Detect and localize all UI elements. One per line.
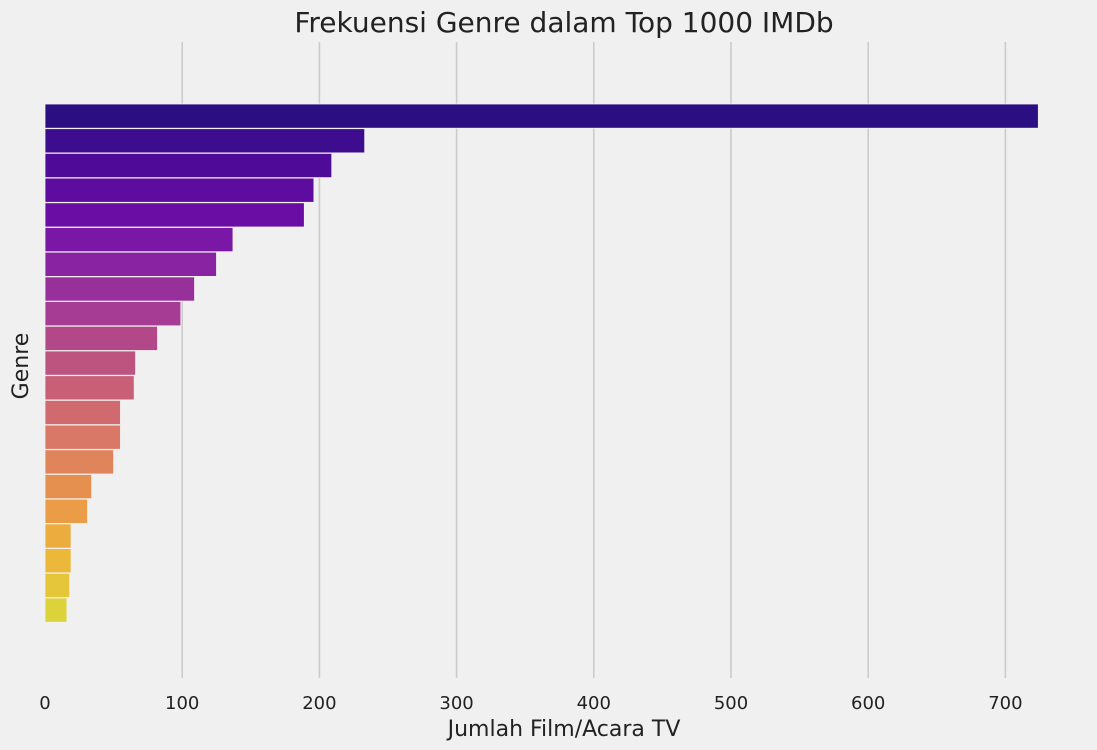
x-tick-label: 200 [302,693,336,714]
bar [44,548,72,574]
bar [44,523,72,549]
x-tick-label: 0 [39,693,50,714]
bar [44,399,121,425]
bar [44,128,366,154]
bar [44,474,93,500]
bar [44,449,114,475]
bar [44,276,195,302]
x-tick-label: 300 [439,693,473,714]
bar [44,152,333,178]
chart-title: Frekuensi Genre dalam Top 1000 IMDb [294,6,833,39]
bar [44,251,217,277]
bar [44,498,88,524]
bar [44,103,1039,129]
bar [44,597,68,623]
bar [44,202,305,228]
bar [44,325,158,351]
x-ticks: 0 100 200 300 400 500 600 700 [39,693,1022,714]
bar [44,350,136,376]
bar [44,227,234,253]
bar [44,375,135,401]
x-tick-label: 600 [851,693,885,714]
bar [44,424,121,450]
x-tick-label: 500 [714,693,748,714]
bars [44,103,1039,623]
bar [44,177,315,203]
bar [44,301,182,327]
y-axis-label: Genre [9,333,34,400]
x-axis-label: Jumlah Film/Acara TV [446,717,681,742]
bar [44,572,71,598]
x-tick-label: 100 [165,693,199,714]
x-tick-label: 400 [577,693,611,714]
x-tick-label: 700 [988,693,1022,714]
